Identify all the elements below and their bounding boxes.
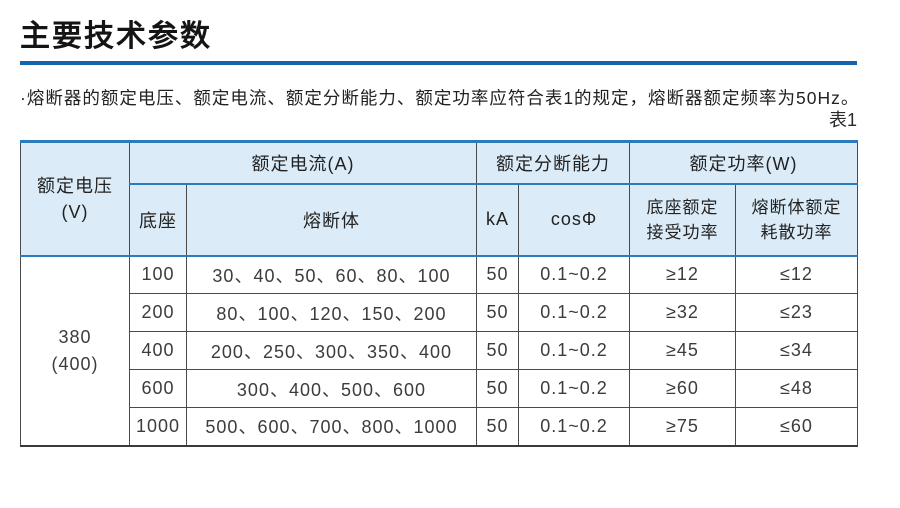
header-rated-voltage: 额定电压 (V): [20, 141, 130, 257]
table-row: 380 (400) 100 30、40、50、60、80、100 50 0.1~…: [20, 255, 859, 446]
accept-power-cell: ≥75: [629, 407, 736, 446]
header-base: 底座: [129, 183, 187, 257]
ka-cell: 50: [476, 255, 519, 294]
intro-paragraph: ·熔断器的额定电压、额定电流、额定分断能力、额定功率应符合表1的规定，熔断器额定…: [20, 88, 860, 108]
header-rated-power-group: 额定功率(W): [628, 141, 859, 185]
ka-cell: 50: [476, 407, 519, 446]
ka-cell: 50: [476, 331, 519, 370]
cos-phi-cell: 0.1~0.2: [518, 407, 630, 446]
dissipation-power-cell: ≤48: [734, 369, 859, 408]
ka-cell: 50: [476, 293, 519, 332]
dissipation-power-cell: ≤34: [734, 331, 859, 370]
page-title: 主要技术参数: [20, 20, 212, 53]
table-row: 600 300、400、500、600 50 0.1~0.2 ≥60 ≤48: [21, 369, 859, 408]
cos-phi-cell: 0.1~0.2: [518, 255, 630, 294]
page: 主要技术参数 ·熔断器的额定电压、额定电流、额定分断能力、额定功率应符合表1的规…: [20, 20, 860, 447]
header-base-power-line2: 接受功率: [646, 222, 719, 242]
header-fuse-power-line2: 耗散功率: [760, 222, 833, 242]
dissipation-power-cell: ≤23: [734, 293, 859, 332]
header-fuse-power-line1: 熔断体额定: [751, 197, 842, 217]
header-rated-voltage-line2: (V): [61, 201, 89, 222]
base-cell: 400: [129, 331, 187, 370]
cos-phi-cell: 0.1~0.2: [518, 293, 630, 332]
dissipation-power-cell: ≤60: [734, 407, 859, 446]
voltage-value: 380: [58, 326, 92, 347]
fuse-link-cell: 500、600、700、800、1000: [186, 407, 477, 446]
spec-table-header: 额定电压 (V) 额定电流(A) 额定分断能力 额定功率(W) 底座 熔断体 k…: [20, 141, 859, 257]
base-cell: 600: [129, 369, 187, 408]
header-cos-phi: cosΦ: [518, 183, 630, 257]
voltage-cell: 380 (400): [20, 255, 130, 446]
header-breaking-capacity-group: 额定分断能力: [476, 141, 630, 185]
header-fuse-link: 熔断体: [186, 183, 477, 257]
fuse-link-cell: 80、100、120、150、200: [186, 293, 477, 332]
title-underline: [20, 61, 857, 65]
base-cell: 200: [129, 293, 187, 332]
header-sub-row: 底座 熔断体 kA cosΦ 底座额定 接受功率 熔断体额定 耗散功率: [21, 183, 859, 257]
accept-power-cell: ≥45: [629, 331, 736, 370]
fuse-link-cell: 300、400、500、600: [186, 369, 477, 408]
spec-table: 额定电压 (V) 额定电流(A) 额定分断能力 额定功率(W) 底座 熔断体 k…: [20, 140, 859, 447]
base-cell: 1000: [129, 407, 187, 446]
table-row: 200 80、100、120、150、200 50 0.1~0.2 ≥32 ≤2…: [21, 293, 859, 332]
base-cell: 100: [129, 255, 187, 294]
cos-phi-cell: 0.1~0.2: [518, 369, 630, 408]
header-base-power-line1: 底座额定: [646, 197, 719, 217]
header-fuse-power: 熔断体额定 耗散功率: [734, 183, 859, 257]
spec-table-body: 380 (400) 100 30、40、50、60、80、100 50 0.1~…: [20, 255, 859, 446]
fuse-link-cell: 30、40、50、60、80、100: [186, 255, 477, 294]
cos-phi-cell: 0.1~0.2: [518, 331, 630, 370]
header-ka: kA: [476, 183, 519, 257]
accept-power-cell: ≥12: [629, 255, 736, 294]
header-rated-voltage-line1: 额定电压: [37, 175, 113, 196]
header-group-row: 额定电压 (V) 额定电流(A) 额定分断能力 额定功率(W): [20, 141, 859, 257]
ka-cell: 50: [476, 369, 519, 408]
header-base-power: 底座额定 接受功率: [629, 183, 736, 257]
table-row: 400 200、250、300、350、400 50 0.1~0.2 ≥45 ≤…: [21, 331, 859, 370]
dissipation-power-cell: ≤12: [734, 255, 859, 294]
header-rated-current-group: 额定电流(A): [129, 141, 477, 185]
table-caption: 表1: [828, 110, 857, 130]
fuse-link-cell: 200、250、300、350、400: [186, 331, 477, 370]
voltage-value-alt: (400): [51, 353, 99, 374]
accept-power-cell: ≥32: [629, 293, 736, 332]
accept-power-cell: ≥60: [629, 369, 736, 408]
table-row: 1000 500、600、700、800、1000 50 0.1~0.2 ≥75…: [21, 407, 859, 446]
